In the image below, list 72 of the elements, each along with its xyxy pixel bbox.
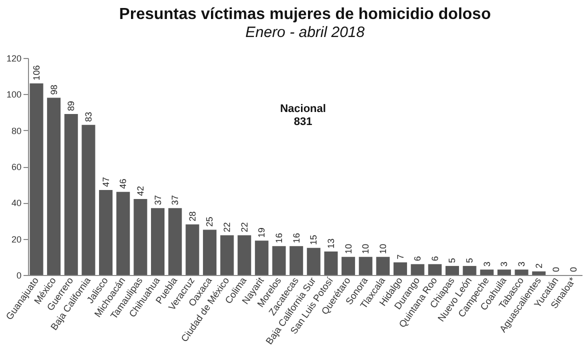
bar	[290, 246, 304, 275]
bar	[168, 208, 182, 275]
bar	[480, 270, 494, 275]
bar	[445, 266, 460, 275]
data-label: 46	[118, 178, 128, 189]
data-label: 37	[152, 195, 163, 206]
bar	[272, 246, 286, 275]
data-label: 16	[274, 233, 284, 244]
bar	[428, 264, 442, 275]
data-label: 106	[31, 65, 42, 80]
data-label: 22	[239, 222, 250, 232]
data-label: 13	[326, 238, 336, 248]
data-label: 42	[135, 186, 146, 196]
data-label: 0	[568, 266, 579, 272]
bar	[254, 240, 268, 275]
bar	[186, 224, 200, 275]
bar	[150, 208, 165, 275]
data-label: 3	[482, 262, 492, 267]
data-label: 89	[66, 101, 76, 112]
bar	[134, 199, 148, 275]
data-label: 25	[204, 216, 215, 227]
bar	[376, 256, 390, 275]
data-label: 3	[516, 262, 527, 267]
chart-title: Presuntas víctimas mujeres de homicidio doloso	[119, 6, 492, 23]
data-label: 15	[308, 234, 319, 245]
bar	[99, 190, 113, 275]
bar	[358, 256, 372, 275]
data-label: 2	[534, 263, 544, 268]
data-label: 10	[360, 244, 371, 254]
data-label: 5	[447, 258, 458, 263]
data-label: 10	[378, 244, 388, 254]
y-tick-label: 20	[11, 234, 22, 244]
data-label: 19	[256, 228, 267, 238]
data-label: 22	[222, 222, 232, 232]
chart-subtitle: Enero - abril 2018	[245, 24, 366, 41]
bar	[238, 235, 252, 275]
bar	[394, 262, 408, 275]
y-tick-label: 120	[6, 54, 22, 64]
bar	[410, 264, 424, 275]
bar	[462, 266, 476, 275]
data-label: 6	[412, 256, 423, 262]
data-label: 98	[48, 84, 59, 95]
bar	[514, 270, 528, 275]
bar	[64, 114, 78, 275]
data-label: 5	[464, 258, 475, 263]
data-label: 10	[343, 244, 354, 254]
bar	[220, 235, 234, 275]
bar	[82, 124, 96, 275]
bar	[30, 83, 44, 275]
data-label: 83	[83, 112, 94, 122]
bar	[497, 270, 511, 275]
data-label: 3	[499, 262, 510, 267]
bar	[306, 248, 320, 275]
data-label: 47	[100, 176, 111, 188]
data-label: 6	[430, 256, 440, 262]
data-label: 0	[551, 266, 562, 272]
annotation: Nacional 831	[280, 103, 326, 128]
y-tick-label: 0	[16, 270, 22, 280]
bar	[342, 256, 356, 275]
bar	[324, 251, 338, 275]
data-label: 7	[395, 254, 406, 260]
data-label: 28	[187, 211, 198, 222]
y-tick-label: 40	[11, 198, 22, 208]
data-label: 16	[291, 233, 302, 244]
y-tick-label: 100	[6, 90, 22, 100]
data-label: 37	[170, 195, 180, 206]
bar	[202, 230, 216, 275]
bar	[47, 98, 61, 275]
bar	[116, 192, 130, 275]
y-tick-label: 60	[11, 162, 22, 172]
bar	[532, 271, 546, 275]
y-tick-label: 80	[11, 126, 22, 136]
